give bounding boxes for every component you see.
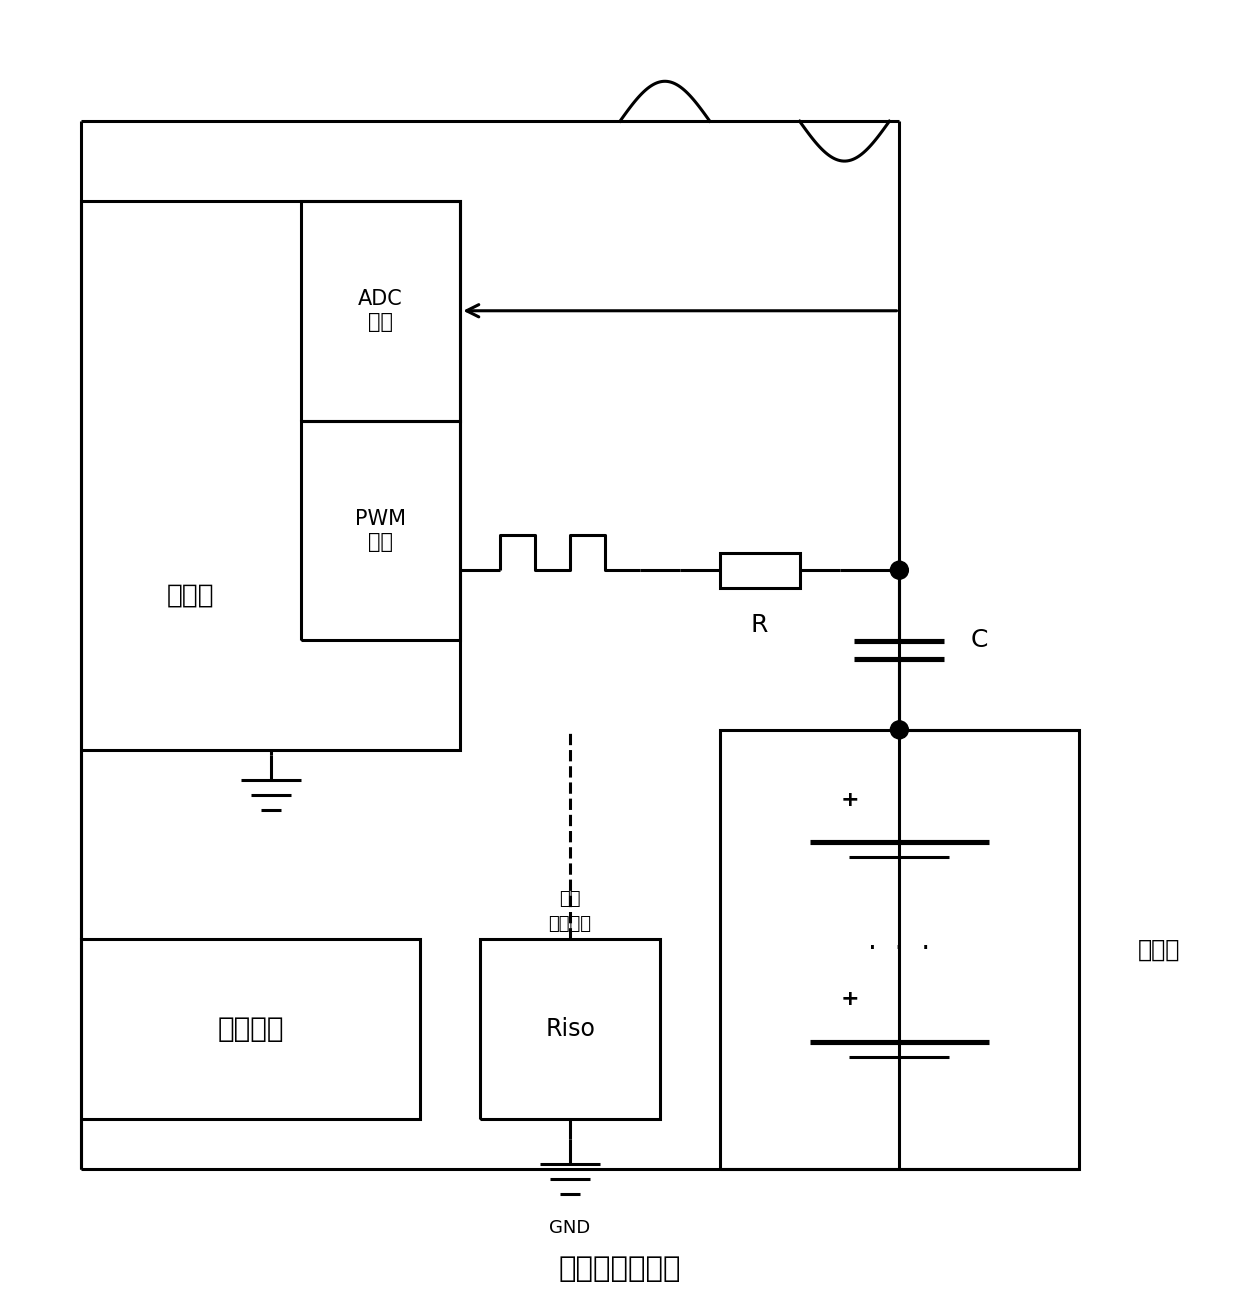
Text: 等效: 等效 bbox=[559, 891, 580, 909]
Text: 高压电母线回路: 高压电母线回路 bbox=[559, 1254, 681, 1283]
Text: PWM
输出: PWM 输出 bbox=[355, 508, 405, 552]
Text: 等效负载: 等效负载 bbox=[217, 1015, 284, 1043]
Text: C: C bbox=[971, 628, 988, 653]
Text: ADC
输入: ADC 输入 bbox=[358, 289, 403, 333]
Text: Riso: Riso bbox=[546, 1017, 595, 1041]
Text: ·  ·  ·: · · · bbox=[868, 935, 930, 963]
Text: 控制器: 控制器 bbox=[167, 582, 215, 608]
Circle shape bbox=[890, 562, 909, 580]
Text: 绝缘阻抗: 绝缘阻抗 bbox=[548, 915, 591, 933]
Text: +: + bbox=[841, 789, 859, 810]
Circle shape bbox=[890, 720, 909, 738]
Text: +: + bbox=[841, 989, 859, 1009]
FancyBboxPatch shape bbox=[719, 552, 800, 588]
Text: 电池组: 电池组 bbox=[1137, 937, 1180, 961]
Text: GND: GND bbox=[549, 1218, 590, 1236]
Text: R: R bbox=[751, 614, 769, 637]
